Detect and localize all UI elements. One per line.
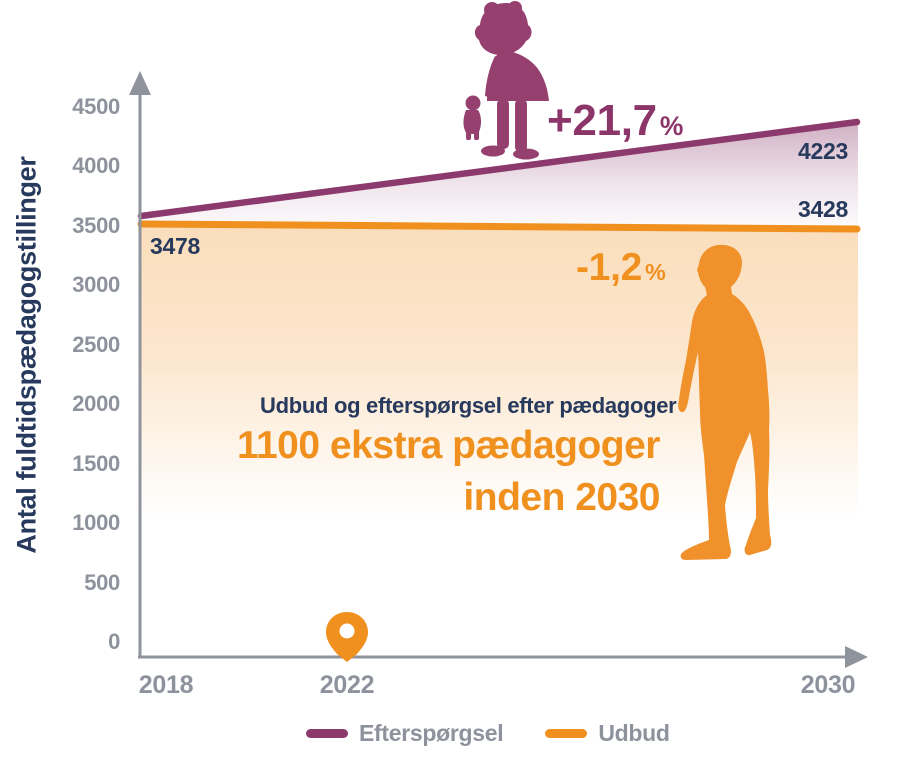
legend: Efterspørgsel Udbud bbox=[306, 720, 670, 747]
location-pin-icon bbox=[326, 612, 368, 662]
x-tick-2030: 2030 bbox=[800, 671, 856, 699]
headline-line2: inden 2030 bbox=[463, 476, 660, 519]
demand-end-value-label: 4223 bbox=[798, 138, 848, 164]
y-tick-3000: 3000 bbox=[72, 272, 120, 297]
y-tick-3500: 3500 bbox=[72, 213, 120, 238]
legend-item-demand: Efterspørgsel bbox=[306, 720, 504, 747]
supply-change-value: -1,2 bbox=[576, 246, 643, 289]
girl-with-doll-silhouette-icon bbox=[463, 1, 549, 160]
demand-change-label: +21,7% bbox=[547, 96, 683, 146]
y-tick-2500: 2500 bbox=[72, 332, 120, 357]
y-tick-1500: 1500 bbox=[72, 451, 120, 476]
walking-man-silhouette-icon bbox=[678, 244, 772, 560]
demand-area-fill bbox=[140, 123, 858, 229]
supply-line bbox=[137, 220, 861, 233]
demand-line bbox=[137, 118, 861, 220]
legend-label-demand: Efterspørgsel bbox=[359, 720, 504, 746]
legend-label-supply: Udbud bbox=[598, 720, 670, 746]
y-tick-1000: 1000 bbox=[72, 510, 120, 535]
y-axis-arrow-icon bbox=[129, 71, 151, 95]
y-tick-4000: 4000 bbox=[72, 153, 120, 178]
x-tick-2018: 2018 bbox=[138, 671, 194, 699]
y-axis-title: Antal fuldtidspædagogstillinger bbox=[11, 156, 42, 554]
supply-line-swatch-icon bbox=[545, 729, 588, 738]
y-tick-0: 0 bbox=[108, 629, 120, 654]
y-tick-2000: 2000 bbox=[72, 391, 120, 416]
legend-item-supply: Udbud bbox=[545, 720, 670, 747]
supply-area-fill bbox=[140, 224, 858, 517]
x-tick-2022: 2022 bbox=[319, 671, 375, 699]
y-tick-500: 500 bbox=[84, 570, 120, 595]
chart-subtitle: Udbud og efterspørgsel efter pædagoger bbox=[260, 393, 677, 418]
demand-line-swatch-icon bbox=[306, 729, 348, 738]
x-axis-arrow-icon bbox=[845, 646, 868, 668]
headline-line1: 1100 ekstra pædagoger bbox=[236, 424, 661, 467]
supply-end-value-label: 3428 bbox=[798, 196, 848, 222]
demand-change-percent-sign: % bbox=[659, 111, 684, 141]
supply-change-percent-sign: % bbox=[645, 259, 666, 285]
y-tick-4500: 4500 bbox=[72, 94, 120, 119]
supply-change-label: -1,2% bbox=[576, 246, 666, 290]
start-value-label: 3478 bbox=[150, 233, 200, 259]
demand-change-value: +21,7 bbox=[547, 96, 657, 145]
